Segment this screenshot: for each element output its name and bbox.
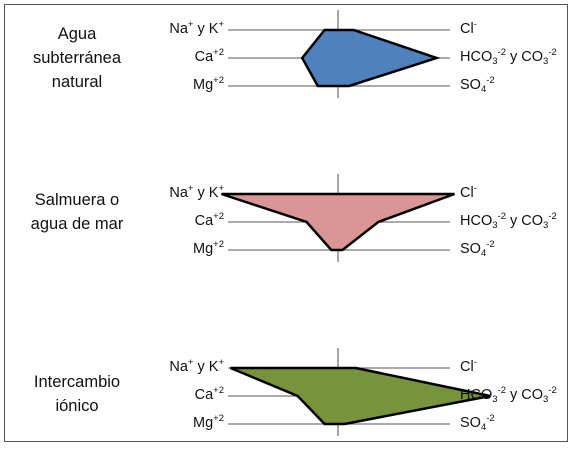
label-part-mid: y K (193, 359, 219, 375)
label-part-sup2: -2 (548, 211, 557, 222)
label-part-pre: Na (169, 21, 188, 37)
label-part-sup: +2 (213, 75, 224, 86)
cation-label-bot: Mg+2 (138, 414, 224, 432)
label-part-pre: Na (169, 359, 188, 375)
label-part-sub2: 3 (543, 220, 549, 231)
anion-label-top: Cl- (460, 20, 477, 38)
label-part-sub: 4 (480, 422, 487, 433)
sample-name-line: subterránea (32, 49, 122, 67)
cation-label-mid: Ca+2 (138, 212, 224, 230)
label-part-sup: -2 (497, 47, 506, 58)
label-part-pre: SO (460, 77, 481, 93)
cation-label-bot: Mg+2 (138, 240, 224, 258)
label-part-sub2: 3 (543, 394, 549, 405)
label-part-sup: - (473, 357, 477, 368)
label-part-pre: Na (169, 185, 188, 201)
label-part-mid: y K (193, 21, 219, 37)
label-part-pre: HCO (460, 213, 493, 229)
label-part-sup: -2 (486, 239, 495, 250)
label-part-sup2: + (218, 19, 224, 30)
label-part-sup: + (187, 357, 194, 368)
cation-label-mid: Ca+2 (138, 48, 224, 66)
label-part-pre: Mg (193, 415, 214, 431)
label-part-sup: -2 (486, 413, 495, 424)
cation-label-top: Na+ y K+ (138, 358, 224, 376)
label-part-pre: Cl (460, 185, 474, 201)
label-part-sup2: + (218, 183, 224, 194)
sample-name: Agua subterránea natural (12, 22, 142, 94)
label-part-mid: y CO (505, 387, 544, 403)
label-part-sup: -2 (497, 385, 506, 396)
anion-label-mid: HCO3-2 y CO3-2 (460, 385, 557, 405)
label-part-sub: 4 (480, 248, 487, 259)
label-part-sub: 3 (492, 220, 498, 231)
anion-label-bot: SO4-2 (460, 239, 495, 259)
label-part-sup: +2 (213, 239, 224, 250)
label-part-pre: SO (460, 415, 481, 431)
label-part-mid: y K (193, 185, 219, 201)
anion-label-mid: HCO3-2 y CO3-2 (460, 47, 557, 67)
sample-name-line: natural (51, 73, 103, 91)
label-part-pre: Cl (460, 359, 474, 375)
label-part-sup: +2 (213, 211, 224, 222)
label-part-sup2: -2 (548, 47, 557, 58)
label-part-sup: -2 (497, 211, 506, 222)
sample-name: Intercambio iónico (12, 370, 142, 418)
sample-name-line: Agua (57, 25, 97, 43)
label-part-sub: 4 (480, 84, 487, 95)
label-part-pre: Mg (193, 241, 214, 257)
label-part-sup: +2 (213, 47, 224, 58)
label-part-sup: - (473, 183, 477, 194)
label-part-pre: Ca (194, 213, 214, 229)
cation-label-top: Na+ y K+ (138, 184, 224, 202)
sample-name-line: Salmuera o (34, 191, 120, 209)
label-part-pre: Mg (193, 77, 214, 93)
label-part-sub: 3 (492, 56, 498, 67)
label-part-sup: +2 (213, 413, 224, 424)
label-part-sup: - (473, 19, 477, 30)
label-part-sup: +2 (213, 385, 224, 396)
label-part-sub2: 3 (543, 56, 549, 67)
label-part-sup: + (187, 183, 194, 194)
label-part-sub: 3 (492, 394, 498, 405)
sample-name-line: agua de mar (30, 215, 124, 233)
anion-label-bot: SO4-2 (460, 413, 495, 433)
label-part-pre: Ca (194, 387, 214, 403)
cation-label-bot: Mg+2 (138, 76, 224, 94)
label-part-pre: Cl (460, 21, 474, 37)
cation-label-top: Na+ y K+ (138, 20, 224, 38)
anion-label-top: Cl- (460, 358, 477, 376)
sample-name-line: Intercambio (33, 373, 121, 391)
cation-label-mid: Ca+2 (138, 386, 224, 404)
stiff-polygon (230, 366, 491, 426)
label-part-pre: HCO (460, 49, 493, 65)
label-part-mid: y CO (505, 213, 544, 229)
label-part-pre: Ca (194, 49, 214, 65)
stiff-polygon (300, 28, 441, 88)
sample-name: Salmuera o agua de mar (12, 188, 142, 236)
label-part-mid: y CO (505, 49, 544, 65)
anion-label-mid: HCO3-2 y CO3-2 (460, 211, 557, 231)
label-part-pre: HCO (460, 387, 493, 403)
label-part-pre: SO (460, 241, 481, 257)
stiff-polygon (221, 192, 455, 252)
sample-name-line: iónico (55, 397, 99, 415)
anion-label-bot: SO4-2 (460, 75, 495, 95)
label-part-sup2: + (218, 357, 224, 368)
label-part-sup2: -2 (548, 385, 557, 396)
label-part-sup: + (187, 19, 194, 30)
label-part-sup: -2 (486, 75, 495, 86)
anion-label-top: Cl- (460, 184, 477, 202)
